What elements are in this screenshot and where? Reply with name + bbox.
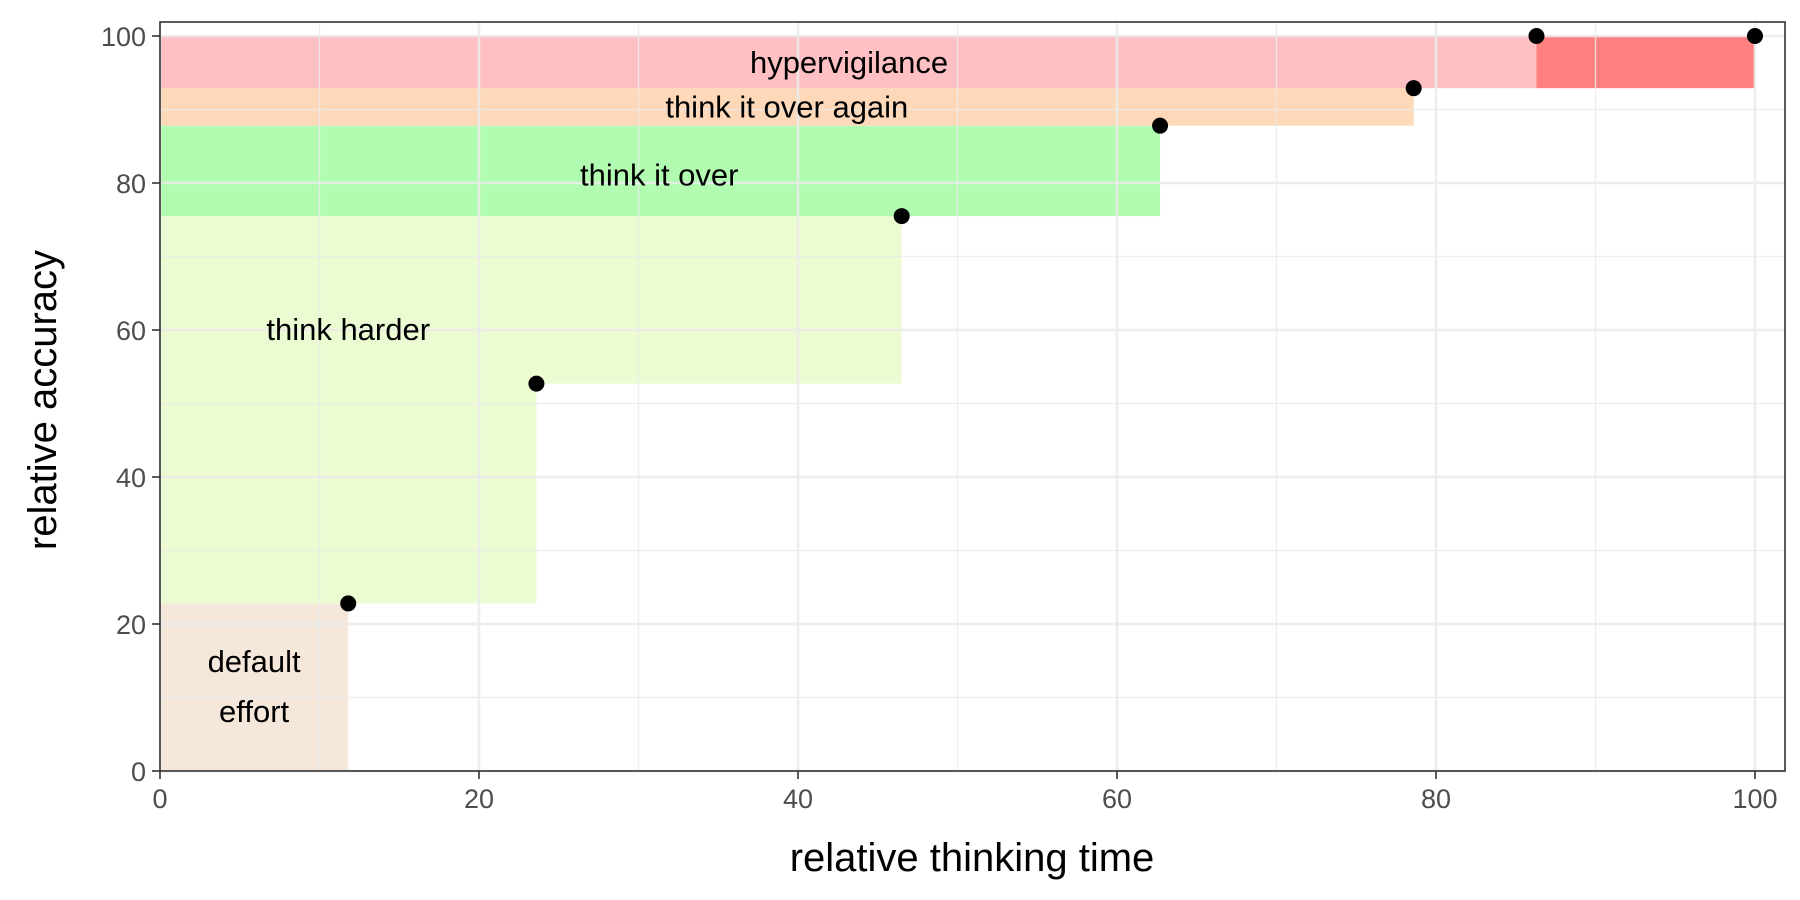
x-tick-label: 20 (464, 784, 494, 814)
data-point (1152, 117, 1169, 134)
region-label: think it over again (665, 89, 908, 124)
x-tick-label: 40 (783, 784, 813, 814)
x-tick-label: 80 (1421, 784, 1451, 814)
region-4-block-0 (160, 36, 1537, 89)
y-axis: 0 20 40 60 80 100 (101, 22, 160, 787)
region-labels: default effort think harder think it over th… (208, 45, 949, 729)
y-tick-label: 20 (116, 610, 146, 640)
region-1-block-0 (160, 383, 537, 604)
x-axis-title: relative thinking time (790, 836, 1155, 880)
region-label: think harder (266, 312, 430, 347)
region-label: effort (219, 694, 289, 729)
region-2-block-0 (160, 125, 1161, 217)
data-point (1405, 80, 1422, 97)
x-tick-label: 0 (152, 784, 167, 814)
data-point (1528, 28, 1545, 44)
y-tick-label: 0 (131, 757, 146, 787)
x-tick-label: 60 (1102, 784, 1132, 814)
y-axis-title: relative accuracy (21, 250, 65, 550)
region-0-block-0 (160, 603, 349, 771)
y-tick-label: 60 (116, 316, 146, 346)
data-point (893, 208, 910, 225)
data-point (528, 375, 545, 392)
region-label: think it over (580, 158, 739, 193)
data-point (1747, 28, 1763, 44)
region-label: default (208, 644, 301, 679)
x-tick-label: 100 (1732, 784, 1777, 814)
shaded-regions (160, 36, 1755, 771)
region-3-block-0 (160, 88, 1414, 126)
y-tick-label: 100 (101, 22, 146, 52)
region-label: hypervigilance (750, 45, 948, 80)
region-1-block-1 (160, 216, 902, 384)
y-tick-label: 80 (116, 169, 146, 199)
region-4-block-1 (1536, 36, 1755, 89)
panel-border (159, 21, 1786, 772)
y-tick-label: 40 (116, 463, 146, 493)
x-axis: 0 20 40 60 80 100 (152, 771, 1778, 814)
data-points (340, 28, 1763, 612)
data-point (340, 595, 357, 612)
